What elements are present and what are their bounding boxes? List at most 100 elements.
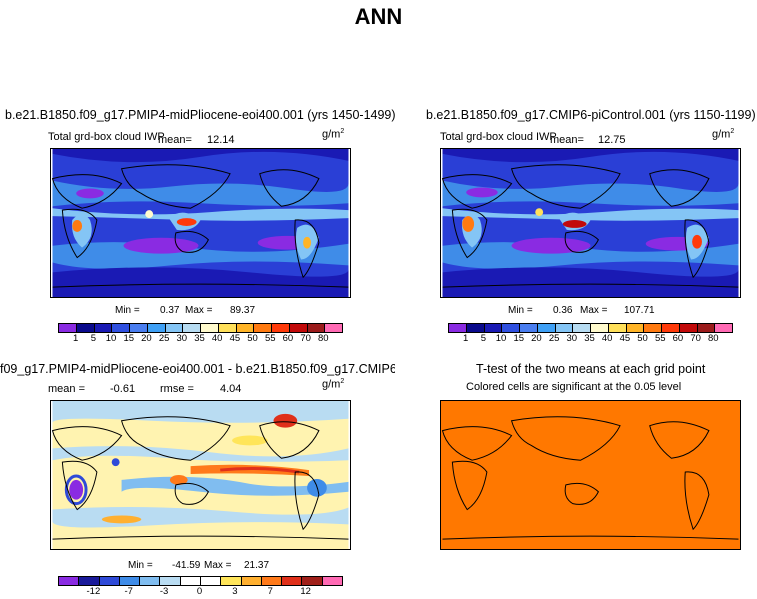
unit-bottom-left: g/m2: [322, 378, 345, 391]
max-value-top-right: 107.71: [624, 305, 655, 316]
mean-label-top-right: mean=: [550, 134, 584, 146]
colorbar-tick-label: 80: [708, 333, 719, 344]
max-label-top-left: Max =: [185, 305, 213, 316]
min-label-top-left: Min =: [115, 305, 140, 316]
colorbar-tick-label: 25: [158, 333, 170, 344]
colorbar-swatch: [180, 577, 201, 585]
figure-title: ANN: [354, 4, 403, 29]
min-value-top-left: 0.37: [160, 305, 180, 316]
map-bottom-right: [440, 400, 741, 550]
colorbar-tick-label: 70: [300, 333, 311, 344]
colorbar-swatch: [484, 324, 503, 332]
colorbar-swatch: [307, 324, 326, 332]
colorbar-swatch: [261, 577, 283, 585]
colorbar-swatch: [112, 324, 130, 332]
map-bottom-left: [50, 400, 351, 550]
colorbar-swatch: [218, 324, 237, 332]
colorbar-swatch: [79, 577, 100, 585]
colorbar-tick-label: 30: [176, 333, 188, 344]
colorbar-tick-label: 7: [267, 586, 273, 597]
colorbar-swatch: [449, 324, 467, 332]
colorbar-top-right: [448, 323, 733, 333]
colorbar-top-left: [58, 323, 343, 333]
colorbar-swatch: [520, 324, 538, 332]
rmse-label-bottom-left: rmse =: [160, 383, 194, 395]
colorbar-swatch: [200, 577, 222, 585]
mean-label-bottom-left: mean =: [48, 383, 85, 395]
colorbar-labels-top-left: 1 5 10 15 20 25 30 35 40 45 50 55 60 70 80: [58, 333, 341, 345]
colorbar-swatch: [502, 324, 520, 332]
colorbar-tick-label: 10: [495, 333, 507, 344]
colorbar-swatch: [140, 577, 161, 585]
colorbar-swatch: [272, 324, 290, 332]
colorbar-swatch: [715, 324, 732, 332]
panel-title-bottom-right: T-test of the two means at each grid poi…: [476, 362, 706, 376]
colorbar-tick-label: 45: [229, 333, 241, 344]
min-value-bottom-left: -41.59: [172, 560, 201, 571]
colorbar-swatch: [679, 324, 698, 332]
colorbar-tick-label: 40: [601, 333, 613, 344]
rmse-value-bottom-left: 4.04: [220, 383, 242, 395]
mean-value-bottom-left: -0.61: [110, 383, 136, 395]
colorbar-tick-label: 5: [90, 333, 97, 344]
subtitle-top-left: Total grd-box cloud IWP: [48, 131, 165, 143]
colorbar-tick-label: 0: [196, 586, 203, 597]
colorbar-bottom-left: [58, 576, 343, 586]
colorbar-labels-top-right: 1 5 10 15 20 25 30 35 40 45 50 55 60 70 80: [448, 333, 731, 345]
colorbar-tick-label: 45: [619, 333, 631, 344]
colorbar-tick-label: 80: [318, 333, 329, 344]
colorbar-swatch: [573, 324, 591, 332]
colorbar-swatch: [221, 577, 242, 585]
colorbar-swatch: [99, 577, 120, 585]
map-top-left: [50, 148, 351, 298]
colorbar-tick-label: 50: [637, 333, 648, 344]
colorbar-swatch: [302, 577, 323, 585]
colorbar-tick-label: 60: [282, 333, 294, 344]
colorbar-tick-label: 20: [141, 333, 152, 344]
colorbar-swatch: [537, 324, 556, 332]
colorbar-swatch: [59, 324, 77, 332]
colorbar-swatch: [119, 577, 141, 585]
colorbar-tick-label: 5: [480, 333, 487, 344]
mean-value-top-right: 12.75: [598, 134, 626, 146]
colorbar-swatch: [59, 577, 80, 585]
colorbar-swatch: [466, 324, 485, 332]
colorbar-tick-label: 1: [463, 333, 469, 344]
colorbar-tick-label: 20: [531, 333, 542, 344]
colorbar-swatch: [626, 324, 645, 332]
unit-top-right: g/m2: [712, 128, 735, 141]
colorbar-tick-label: 15: [123, 333, 135, 344]
colorbar-tick-label: -3: [159, 586, 169, 597]
colorbar-tick-label: 30: [566, 333, 578, 344]
colorbar-tick-label: 1: [73, 333, 79, 344]
min-label-top-right: Min =: [508, 305, 533, 316]
colorbar-tick-label: 35: [194, 333, 205, 344]
colorbar-tick-label: 50: [247, 333, 258, 344]
colorbar-swatch: [282, 577, 303, 585]
map-top-right: [440, 148, 741, 298]
colorbar-tick-label: 12: [300, 586, 311, 597]
max-label-bottom-left: Max =: [204, 560, 232, 571]
panel-title-top-left: b.e21.B1850.f09_g17.PMIP4-midPliocene-eo…: [5, 108, 396, 122]
colorbar-swatch: [591, 324, 609, 332]
colorbar-swatch: [94, 324, 113, 332]
colorbar-swatch: [76, 324, 95, 332]
mean-value-top-left: 12.14: [207, 134, 235, 146]
colorbar-swatch: [236, 324, 255, 332]
max-label-top-right: Max =: [580, 305, 608, 316]
mean-label-top-left: mean=: [158, 134, 192, 146]
colorbar-swatch: [130, 324, 148, 332]
colorbar-swatch: [183, 324, 201, 332]
colorbar-tick-label: 10: [105, 333, 117, 344]
unit-top-left: g/m2: [322, 128, 345, 141]
colorbar-swatch: [608, 324, 627, 332]
colorbar-tick-label: 40: [211, 333, 223, 344]
panel-title-bottom-left: f09_g17.PMIP4-midPliocene-eoi400.001 - b…: [0, 362, 395, 376]
colorbar-swatch: [165, 324, 184, 332]
subtitle-bottom-right: Colored cells are significant at the 0.0…: [466, 381, 682, 393]
colorbar-swatch: [322, 577, 342, 585]
colorbar-swatch: [697, 324, 716, 332]
colorbar-tick-label: 55: [264, 333, 276, 344]
colorbar-tick-label: 35: [584, 333, 595, 344]
subtitle-top-right: Total grd-box cloud IWP: [440, 131, 557, 143]
